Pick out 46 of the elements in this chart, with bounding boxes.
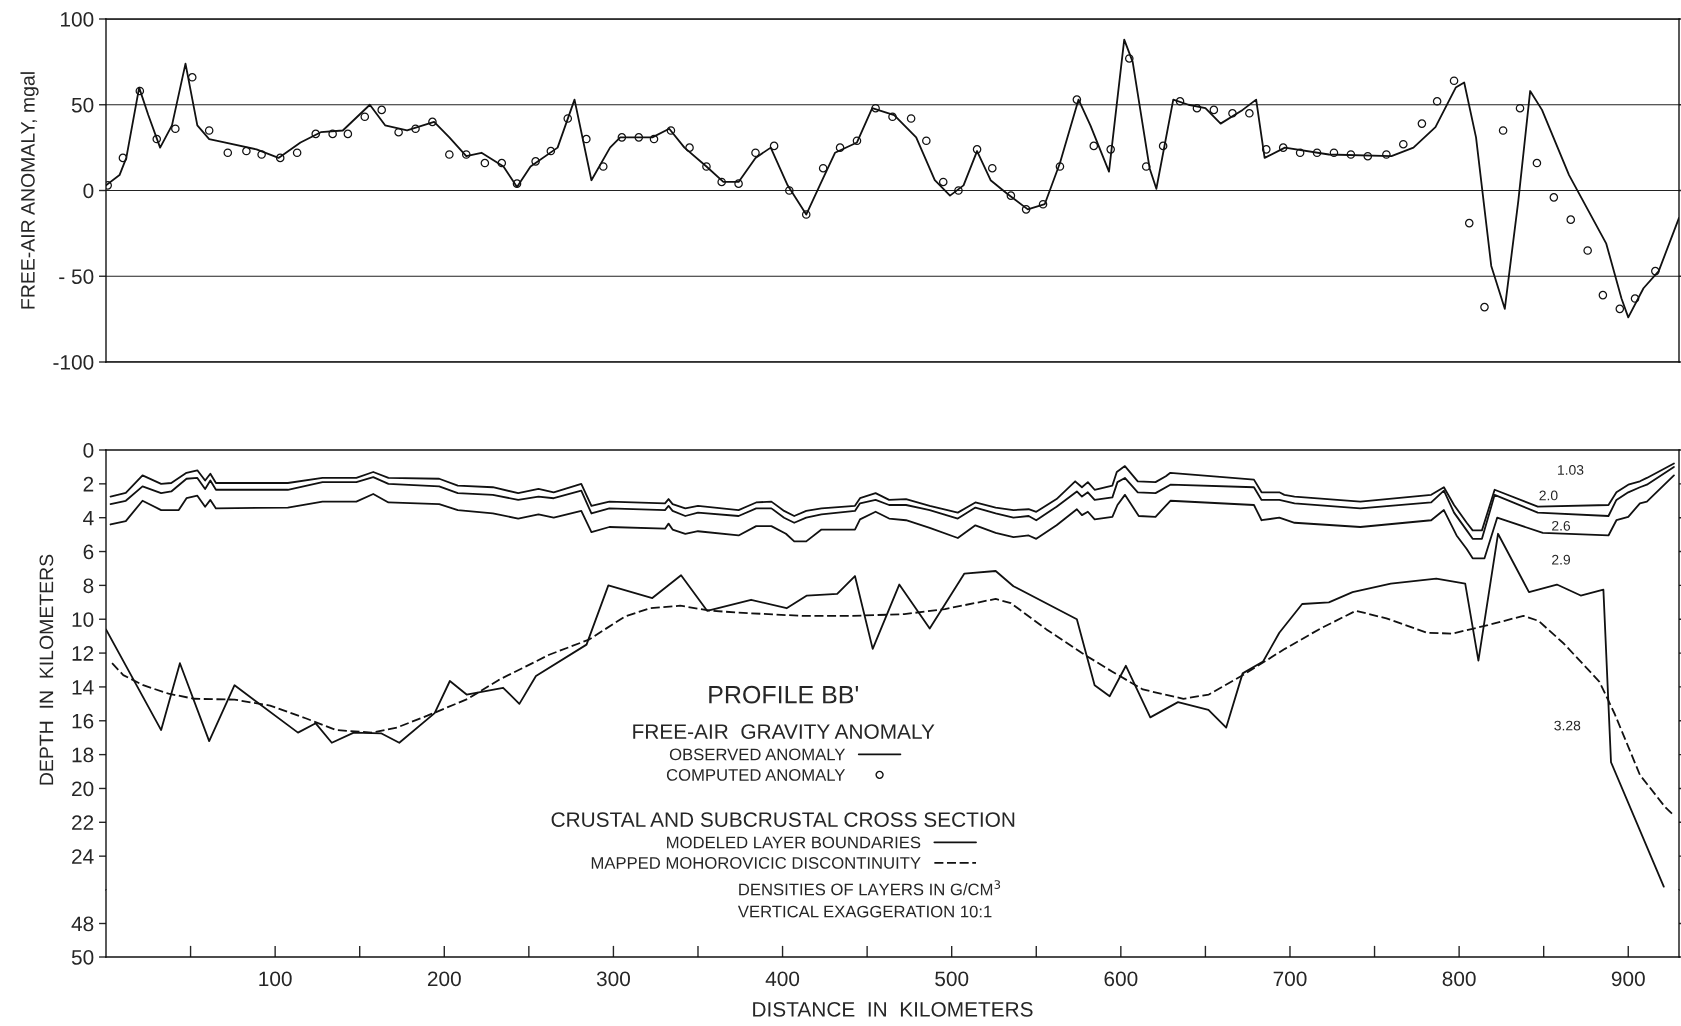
y-tick-label: 2 (83, 476, 94, 492)
y-tick-label: 8 (83, 578, 94, 594)
x-tick-label: 700 (1273, 971, 1307, 987)
y-axis-title: FREE-AIR ANOMALY, mgal (20, 72, 39, 309)
legend-title: FREE-AIR GRAVITY ANOMALY (633, 724, 935, 739)
legend-label: MAPPED MOHOROVICIC DISCONTINUITY (591, 857, 921, 869)
y-tick-label: -100 (53, 355, 94, 370)
x-axis-title: DISTANCE IN KILOMETERS (753, 1001, 1033, 1017)
annotation: 1.03 (1558, 465, 1584, 475)
y-tick-label: 6 (83, 544, 94, 560)
y-tick-label: 10 (72, 612, 94, 627)
y-tick-label: 50 (71, 950, 94, 965)
x-tick-label: 200 (427, 971, 461, 987)
x-tick-label: 900 (1611, 971, 1645, 987)
y-tick-label: 24 (72, 849, 94, 864)
y-tick-label: 48 (71, 916, 94, 932)
y-tick-label: 100 (61, 12, 94, 27)
legend-label: COMPUTED ANOMALY (666, 769, 846, 781)
y-tick-label: - 50 (59, 269, 94, 284)
annotation: 2.9 (1552, 554, 1571, 565)
annotation: PROFILE BB' (709, 685, 858, 704)
annotation: DENSITIES OF LAYERS IN G/CM$^{3}$ (739, 880, 1001, 896)
y-tick-label: 50 (71, 97, 94, 113)
annotation: 3.28 (1554, 720, 1581, 731)
x-tick-label: 400 (765, 971, 800, 987)
y-tick-label: 16 (72, 713, 94, 729)
y-axis-title: DEPTH IN KILOMETERS (39, 554, 54, 785)
x-tick-label: 500 (935, 971, 969, 987)
x-tick-label: 300 (596, 971, 630, 987)
x-tick-label: 800 (1442, 971, 1476, 987)
y-tick-label: 14 (72, 680, 94, 695)
y-tick-label: 0 (83, 183, 94, 199)
y-tick-label: 22 (72, 815, 94, 830)
y-tick-label: 18 (72, 747, 94, 763)
x-tick-label: 100 (259, 971, 292, 987)
y-tick-label: 0 (83, 443, 94, 458)
legend-title: CRUSTAL AND SUBCRUSTAL CROSS SECTION (551, 812, 1015, 827)
y-tick-label: 4 (83, 510, 94, 526)
y-tick-label: 12 (72, 646, 94, 661)
y-tick-label: 20 (72, 781, 94, 797)
legend-label: MODELED LAYER BOUNDARIES (667, 836, 921, 849)
annotation: 2.0 (1539, 490, 1558, 501)
legend-label: OBSERVED ANOMALY (669, 748, 846, 761)
annotation: VERTICAL EXAGGERATION 10:1 (737, 905, 992, 918)
annotation: 2.6 (1552, 520, 1571, 531)
x-tick-label: 600 (1104, 971, 1138, 987)
